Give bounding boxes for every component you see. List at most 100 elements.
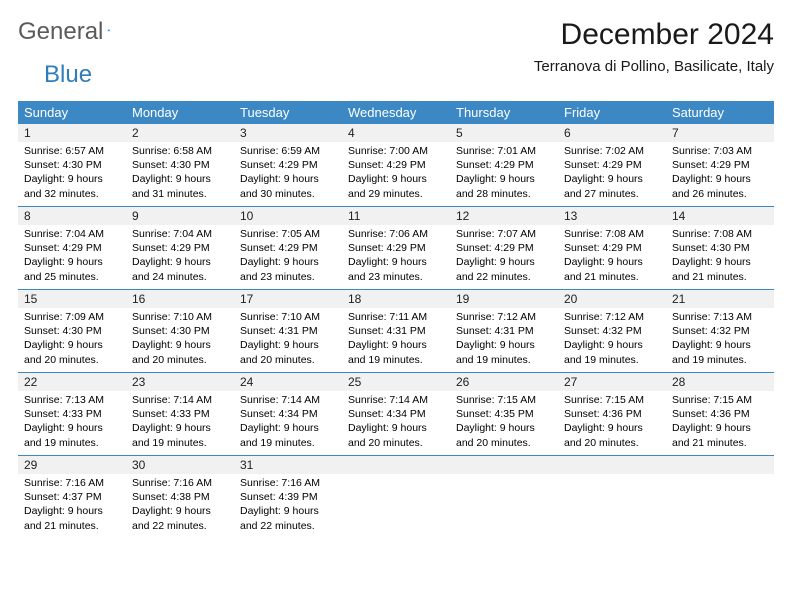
- day-number: 14: [666, 207, 774, 225]
- day-details: Sunrise: 7:16 AMSunset: 4:37 PMDaylight:…: [18, 474, 126, 537]
- day-number: 25: [342, 373, 450, 391]
- day-cell: 8Sunrise: 7:04 AMSunset: 4:29 PMDaylight…: [18, 207, 126, 289]
- logo-text-1: General: [18, 18, 103, 46]
- day-number: 11: [342, 207, 450, 225]
- day-header-cell: Tuesday: [234, 101, 342, 124]
- day-number: 29: [18, 456, 126, 474]
- day-number: 20: [558, 290, 666, 308]
- week-row: 1Sunrise: 6:57 AMSunset: 4:30 PMDaylight…: [18, 124, 774, 206]
- day-details: Sunrise: 7:15 AMSunset: 4:35 PMDaylight:…: [450, 391, 558, 454]
- day-header-row: SundayMondayTuesdayWednesdayThursdayFrid…: [18, 101, 774, 124]
- calendar: SundayMondayTuesdayWednesdayThursdayFrid…: [18, 101, 774, 538]
- day-header-cell: Saturday: [666, 101, 774, 124]
- week-row: 22Sunrise: 7:13 AMSunset: 4:33 PMDayligh…: [18, 372, 774, 455]
- day-number: 9: [126, 207, 234, 225]
- day-number: 19: [450, 290, 558, 308]
- day-number: 28: [666, 373, 774, 391]
- day-number: 15: [18, 290, 126, 308]
- day-details: Sunrise: 7:16 AMSunset: 4:38 PMDaylight:…: [126, 474, 234, 537]
- day-cell: 22Sunrise: 7:13 AMSunset: 4:33 PMDayligh…: [18, 373, 126, 455]
- day-number: 1: [18, 124, 126, 142]
- location-subtitle: Terranova di Pollino, Basilicate, Italy: [534, 58, 774, 75]
- day-cell: 15Sunrise: 7:09 AMSunset: 4:30 PMDayligh…: [18, 290, 126, 372]
- day-number: [666, 456, 774, 474]
- day-number: 23: [126, 373, 234, 391]
- day-cell: 24Sunrise: 7:14 AMSunset: 4:34 PMDayligh…: [234, 373, 342, 455]
- week-row: 15Sunrise: 7:09 AMSunset: 4:30 PMDayligh…: [18, 289, 774, 372]
- weeks-container: 1Sunrise: 6:57 AMSunset: 4:30 PMDaylight…: [18, 124, 774, 538]
- day-cell: 20Sunrise: 7:12 AMSunset: 4:32 PMDayligh…: [558, 290, 666, 372]
- day-details: Sunrise: 6:59 AMSunset: 4:29 PMDaylight:…: [234, 142, 342, 205]
- blank-cell: [558, 456, 666, 538]
- day-cell: 13Sunrise: 7:08 AMSunset: 4:29 PMDayligh…: [558, 207, 666, 289]
- day-details: Sunrise: 7:04 AMSunset: 4:29 PMDaylight:…: [18, 225, 126, 288]
- day-details: Sunrise: 7:11 AMSunset: 4:31 PMDaylight:…: [342, 308, 450, 371]
- day-cell: 17Sunrise: 7:10 AMSunset: 4:31 PMDayligh…: [234, 290, 342, 372]
- day-header-cell: Sunday: [18, 101, 126, 124]
- day-number: [450, 456, 558, 474]
- day-details: Sunrise: 7:10 AMSunset: 4:31 PMDaylight:…: [234, 308, 342, 371]
- day-cell: 30Sunrise: 7:16 AMSunset: 4:38 PMDayligh…: [126, 456, 234, 538]
- day-details: Sunrise: 7:08 AMSunset: 4:30 PMDaylight:…: [666, 225, 774, 288]
- day-cell: 5Sunrise: 7:01 AMSunset: 4:29 PMDaylight…: [450, 124, 558, 206]
- day-number: 27: [558, 373, 666, 391]
- day-header-cell: Wednesday: [342, 101, 450, 124]
- day-details: Sunrise: 7:12 AMSunset: 4:32 PMDaylight:…: [558, 308, 666, 371]
- day-details: Sunrise: 7:14 AMSunset: 4:34 PMDaylight:…: [234, 391, 342, 454]
- day-number: 3: [234, 124, 342, 142]
- day-cell: 31Sunrise: 7:16 AMSunset: 4:39 PMDayligh…: [234, 456, 342, 538]
- day-cell: 26Sunrise: 7:15 AMSunset: 4:35 PMDayligh…: [450, 373, 558, 455]
- day-details: Sunrise: 7:14 AMSunset: 4:33 PMDaylight:…: [126, 391, 234, 454]
- day-details: Sunrise: 7:14 AMSunset: 4:34 PMDaylight:…: [342, 391, 450, 454]
- week-row: 8Sunrise: 7:04 AMSunset: 4:29 PMDaylight…: [18, 206, 774, 289]
- day-cell: 14Sunrise: 7:08 AMSunset: 4:30 PMDayligh…: [666, 207, 774, 289]
- day-header-cell: Friday: [558, 101, 666, 124]
- day-number: 8: [18, 207, 126, 225]
- day-details: Sunrise: 7:13 AMSunset: 4:33 PMDaylight:…: [18, 391, 126, 454]
- day-number: [558, 456, 666, 474]
- blank-cell: [342, 456, 450, 538]
- day-cell: 28Sunrise: 7:15 AMSunset: 4:36 PMDayligh…: [666, 373, 774, 455]
- day-cell: 18Sunrise: 7:11 AMSunset: 4:31 PMDayligh…: [342, 290, 450, 372]
- logo: General: [18, 18, 129, 46]
- blank-cell: [450, 456, 558, 538]
- day-header-cell: Monday: [126, 101, 234, 124]
- day-cell: 29Sunrise: 7:16 AMSunset: 4:37 PMDayligh…: [18, 456, 126, 538]
- day-details: Sunrise: 7:07 AMSunset: 4:29 PMDaylight:…: [450, 225, 558, 288]
- day-details: Sunrise: 7:00 AMSunset: 4:29 PMDaylight:…: [342, 142, 450, 205]
- day-details: Sunrise: 6:57 AMSunset: 4:30 PMDaylight:…: [18, 142, 126, 205]
- day-cell: 10Sunrise: 7:05 AMSunset: 4:29 PMDayligh…: [234, 207, 342, 289]
- day-number: 5: [450, 124, 558, 142]
- week-row: 29Sunrise: 7:16 AMSunset: 4:37 PMDayligh…: [18, 455, 774, 538]
- day-details: Sunrise: 7:03 AMSunset: 4:29 PMDaylight:…: [666, 142, 774, 205]
- day-cell: 6Sunrise: 7:02 AMSunset: 4:29 PMDaylight…: [558, 124, 666, 206]
- day-number: 21: [666, 290, 774, 308]
- day-details: Sunrise: 7:15 AMSunset: 4:36 PMDaylight:…: [558, 391, 666, 454]
- day-details: Sunrise: 7:16 AMSunset: 4:39 PMDaylight:…: [234, 474, 342, 537]
- logo-text-2: Blue: [44, 61, 92, 89]
- day-number: 13: [558, 207, 666, 225]
- title-block: December 2024 Terranova di Pollino, Basi…: [534, 18, 774, 75]
- day-number: 6: [558, 124, 666, 142]
- day-number: 18: [342, 290, 450, 308]
- day-cell: 7Sunrise: 7:03 AMSunset: 4:29 PMDaylight…: [666, 124, 774, 206]
- day-number: 26: [450, 373, 558, 391]
- day-number: 7: [666, 124, 774, 142]
- day-details: Sunrise: 7:05 AMSunset: 4:29 PMDaylight:…: [234, 225, 342, 288]
- day-details: Sunrise: 7:10 AMSunset: 4:30 PMDaylight:…: [126, 308, 234, 371]
- day-cell: 2Sunrise: 6:58 AMSunset: 4:30 PMDaylight…: [126, 124, 234, 206]
- day-cell: 4Sunrise: 7:00 AMSunset: 4:29 PMDaylight…: [342, 124, 450, 206]
- day-cell: 12Sunrise: 7:07 AMSunset: 4:29 PMDayligh…: [450, 207, 558, 289]
- day-number: 12: [450, 207, 558, 225]
- day-details: Sunrise: 7:09 AMSunset: 4:30 PMDaylight:…: [18, 308, 126, 371]
- day-cell: 19Sunrise: 7:12 AMSunset: 4:31 PMDayligh…: [450, 290, 558, 372]
- day-details: Sunrise: 7:04 AMSunset: 4:29 PMDaylight:…: [126, 225, 234, 288]
- day-cell: 3Sunrise: 6:59 AMSunset: 4:29 PMDaylight…: [234, 124, 342, 206]
- day-details: Sunrise: 7:12 AMSunset: 4:31 PMDaylight:…: [450, 308, 558, 371]
- day-number: 17: [234, 290, 342, 308]
- day-cell: 1Sunrise: 6:57 AMSunset: 4:30 PMDaylight…: [18, 124, 126, 206]
- month-title: December 2024: [534, 18, 774, 52]
- day-details: Sunrise: 7:02 AMSunset: 4:29 PMDaylight:…: [558, 142, 666, 205]
- day-number: 4: [342, 124, 450, 142]
- day-details: Sunrise: 6:58 AMSunset: 4:30 PMDaylight:…: [126, 142, 234, 205]
